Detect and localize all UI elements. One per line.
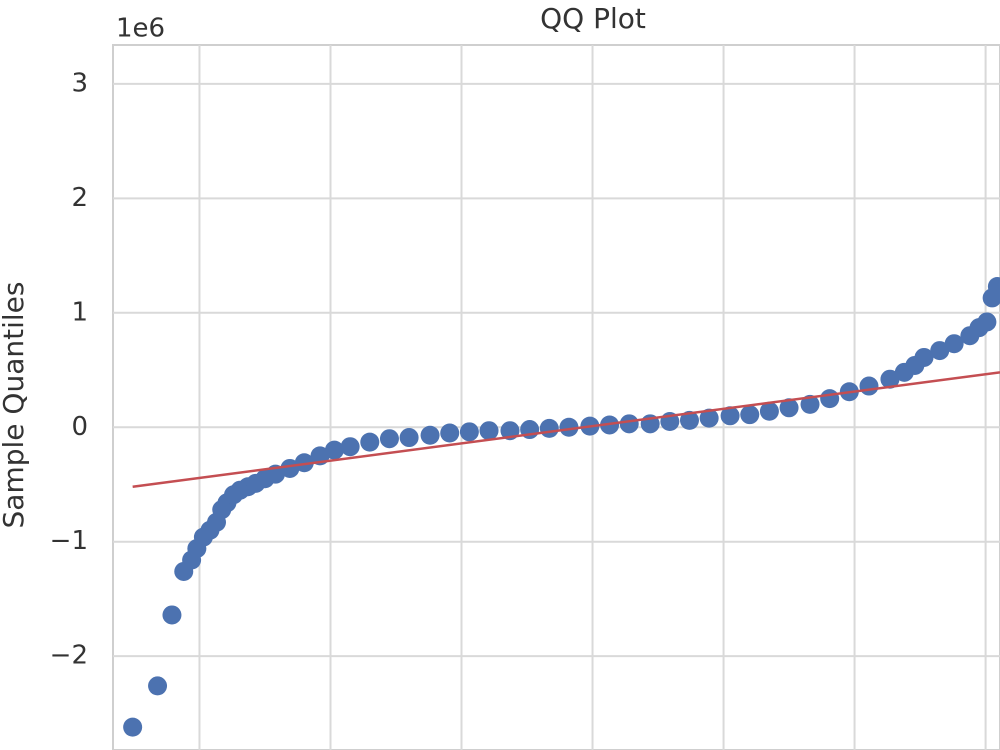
data-point (123, 717, 143, 737)
data-point (399, 428, 419, 448)
data-point (914, 347, 934, 367)
data-point (559, 417, 579, 437)
data-point (539, 418, 559, 438)
data-point (459, 422, 479, 442)
data-point (360, 432, 380, 452)
data-point (699, 408, 719, 428)
grid (113, 45, 1000, 750)
data-point (779, 398, 799, 418)
chart-title: QQ Plot (540, 2, 646, 35)
data-point (987, 276, 1000, 296)
data-point (820, 389, 840, 409)
data-point (324, 440, 344, 460)
y-tick-label: 3 (71, 68, 88, 98)
y-tick-label: −2 (50, 641, 88, 671)
reference-line (132, 371, 1000, 489)
data-point (440, 423, 460, 443)
data-point (679, 410, 699, 430)
data-point (977, 312, 997, 332)
offset-label: 1e6 (116, 14, 165, 44)
data-point (800, 394, 820, 414)
y-tick-label: 1 (71, 297, 88, 327)
y-tick-label: −1 (50, 526, 88, 556)
data-point (162, 605, 182, 625)
data-point (294, 453, 314, 473)
data-point (944, 334, 964, 354)
data-point (859, 376, 879, 396)
data-point (880, 369, 900, 389)
y-tick-label: 0 (71, 412, 88, 442)
data-point (740, 405, 760, 425)
data-point (340, 437, 360, 457)
data-point (148, 676, 168, 696)
data-point (720, 406, 740, 426)
data-point (759, 401, 779, 421)
data-point (379, 429, 399, 449)
data-point (619, 414, 639, 434)
y-axis-label: Sample Quantiles (0, 282, 30, 529)
marks (123, 276, 1000, 737)
y-tick-label: 2 (71, 183, 88, 213)
data-point (420, 425, 440, 445)
plot-area (112, 44, 1000, 750)
data-point (479, 421, 499, 441)
data-point (930, 341, 950, 361)
data-point (280, 458, 300, 478)
